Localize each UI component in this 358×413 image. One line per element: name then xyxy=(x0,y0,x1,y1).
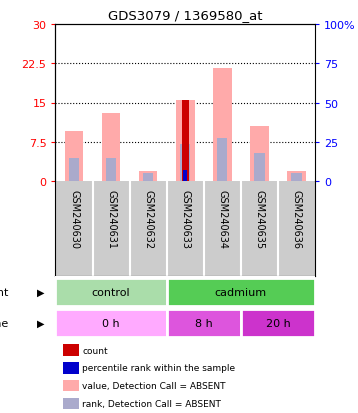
Text: cadmium: cadmium xyxy=(215,287,267,297)
Bar xyxy=(55,309,167,337)
Text: rank, Detection Call = ABSENT: rank, Detection Call = ABSENT xyxy=(82,399,221,408)
Text: GSM240634: GSM240634 xyxy=(217,189,227,248)
Text: GSM240632: GSM240632 xyxy=(143,189,153,248)
Bar xyxy=(55,278,167,306)
Text: percentile rank within the sample: percentile rank within the sample xyxy=(82,363,236,373)
Bar xyxy=(291,174,301,182)
Bar xyxy=(167,278,315,306)
Bar xyxy=(183,171,187,182)
Text: control: control xyxy=(92,287,130,297)
Text: 20 h: 20 h xyxy=(266,318,290,328)
Bar xyxy=(180,145,190,182)
Text: 0 h: 0 h xyxy=(102,318,120,328)
Bar xyxy=(241,309,315,337)
Bar xyxy=(287,171,306,182)
Title: GDS3079 / 1369580_at: GDS3079 / 1369580_at xyxy=(108,9,262,22)
Text: 8 h: 8 h xyxy=(195,318,213,328)
Text: ▶: ▶ xyxy=(37,287,45,297)
Bar xyxy=(139,171,158,182)
Text: GSM240630: GSM240630 xyxy=(69,189,79,248)
Text: value, Detection Call = ABSENT: value, Detection Call = ABSENT xyxy=(82,381,226,390)
Text: GSM240636: GSM240636 xyxy=(291,189,301,248)
Bar xyxy=(167,309,241,337)
Text: count: count xyxy=(82,346,108,355)
Text: agent: agent xyxy=(0,287,9,297)
Bar xyxy=(250,127,269,182)
Bar xyxy=(182,101,189,182)
Text: ▶: ▶ xyxy=(37,318,45,328)
Text: time: time xyxy=(0,318,9,328)
Bar xyxy=(143,174,153,182)
Bar xyxy=(69,159,79,182)
Bar xyxy=(65,132,83,182)
Text: GSM240635: GSM240635 xyxy=(255,189,265,248)
Bar xyxy=(217,139,227,182)
Bar xyxy=(176,101,194,182)
Text: GSM240633: GSM240633 xyxy=(180,189,190,248)
Bar xyxy=(213,69,232,182)
Bar xyxy=(106,159,116,182)
Bar xyxy=(102,114,120,182)
Bar xyxy=(254,154,265,182)
Text: GSM240631: GSM240631 xyxy=(106,189,116,248)
